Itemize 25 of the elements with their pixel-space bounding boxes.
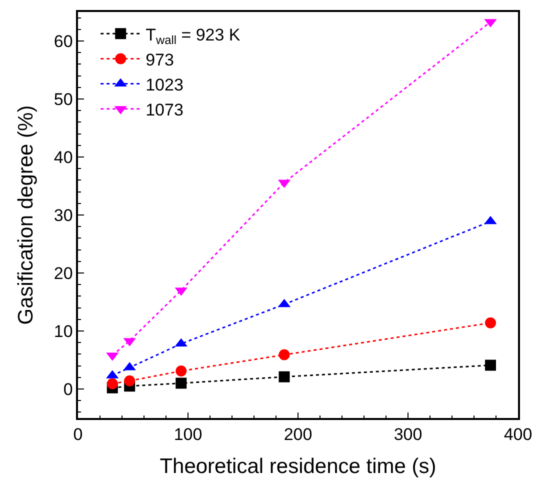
x-tick-label: 300 xyxy=(394,425,422,444)
y-tick-label: 40 xyxy=(54,148,73,167)
y-tick-label: 50 xyxy=(54,90,73,109)
point xyxy=(485,317,496,328)
x-tick-label: 200 xyxy=(284,425,312,444)
point xyxy=(485,360,496,371)
legend-label: 1023 xyxy=(146,75,184,94)
x-tick-label: 100 xyxy=(174,425,202,444)
point xyxy=(176,378,187,389)
point xyxy=(176,366,187,377)
y-axis-title: Gasification degree (%) xyxy=(14,105,38,325)
legend-label: 1073 xyxy=(146,100,184,120)
legend-label: T$_{wall}$ = 923 K xyxy=(146,25,241,47)
y-tick-label: 10 xyxy=(54,322,73,341)
x-axis-title: Theoretical residence time (s) xyxy=(160,454,436,478)
point xyxy=(278,371,290,382)
legend-label: 973 xyxy=(146,50,174,70)
x-tick-label: 400 xyxy=(504,425,532,444)
y-tick-label: 20 xyxy=(54,264,73,283)
point xyxy=(106,378,118,390)
point xyxy=(124,375,136,386)
y-tick-label: 60 xyxy=(54,32,73,51)
point xyxy=(278,349,290,360)
y-tick-label: 0 xyxy=(63,380,73,399)
y-tick-label: 30 xyxy=(54,206,73,225)
